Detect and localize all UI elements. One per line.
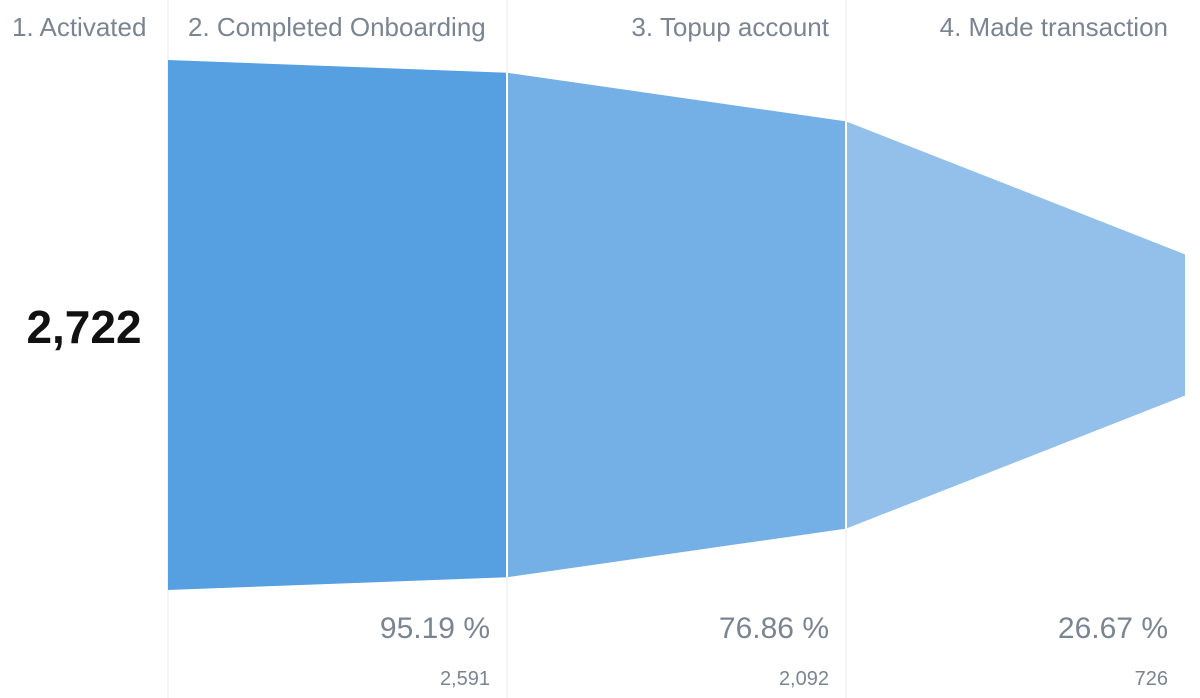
step-percent-3: 76.86 % <box>719 612 829 645</box>
step-label-1: 1. Activated <box>12 12 146 42</box>
step-percent-4: 26.67 % <box>1058 612 1168 645</box>
step-count-2: 2,591 <box>440 668 490 690</box>
step-count-4: 726 <box>1135 668 1168 690</box>
step-label-3: 3. Topup account <box>631 12 829 42</box>
funnel-segment-2 <box>507 72 846 578</box>
step-percent-2: 95.19 % <box>380 612 490 645</box>
step-count-3: 2,092 <box>779 668 829 690</box>
funnel-segment-3 <box>846 121 1185 529</box>
step-label-4: 4. Made transaction <box>940 12 1168 42</box>
step-label-2: 2. Completed Onboarding <box>188 12 486 42</box>
funnel-segment-1 <box>168 60 507 590</box>
activated-total: 2,722 <box>26 301 141 353</box>
